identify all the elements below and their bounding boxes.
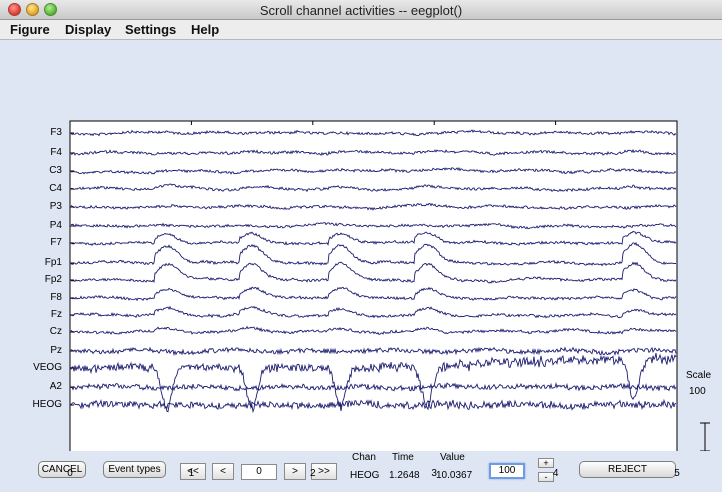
event-types-button[interactable]: Event types bbox=[103, 461, 166, 478]
nav-next-button[interactable]: > bbox=[284, 463, 306, 480]
nav-prev-button[interactable]: < bbox=[212, 463, 234, 480]
channel-label: Fp2 bbox=[44, 274, 62, 285]
eeg-trace bbox=[70, 381, 677, 392]
x-tick-label: 4 bbox=[552, 468, 559, 479]
time-header: Time bbox=[392, 452, 414, 463]
channel-label: Cz bbox=[49, 326, 62, 337]
eeg-trace bbox=[70, 305, 677, 319]
chan-header: Chan bbox=[352, 452, 376, 463]
menu-bar: Figure Display Settings Help bbox=[0, 20, 722, 40]
chan-value: HEOG bbox=[350, 470, 380, 481]
scale-decrease-button[interactable]: - bbox=[538, 472, 554, 482]
close-window-icon[interactable] bbox=[8, 3, 21, 16]
scale-increase-button[interactable]: + bbox=[538, 458, 554, 468]
x-tick-label: 1 bbox=[188, 468, 195, 479]
window-title: Scroll channel activities -- eegplot() bbox=[259, 3, 463, 18]
nav-last-button[interactable]: >> bbox=[311, 463, 337, 480]
eeg-trace bbox=[70, 230, 677, 247]
channel-label: C4 bbox=[49, 183, 62, 194]
channel-label: VEOG bbox=[33, 362, 62, 373]
eeg-plot-area: Scale 100 bbox=[0, 41, 722, 451]
eeg-trace bbox=[70, 325, 677, 336]
x-tick-label: 3 bbox=[431, 468, 437, 479]
eeg-trace bbox=[70, 241, 677, 267]
cancel-button[interactable]: CANCEL bbox=[38, 461, 86, 478]
scale-input[interactable]: 100 bbox=[489, 463, 525, 479]
channel-label: F7 bbox=[50, 237, 62, 248]
channel-label: F3 bbox=[50, 127, 62, 138]
channel-label: P3 bbox=[49, 201, 62, 212]
channel-label: A2 bbox=[49, 381, 62, 392]
channel-label: HEOG bbox=[32, 399, 62, 410]
menu-settings[interactable]: Settings bbox=[125, 22, 177, 37]
eeg-trace bbox=[70, 166, 677, 175]
eeg-trace bbox=[70, 398, 677, 411]
x-tick-label: 5 bbox=[674, 468, 680, 479]
eeg-trace bbox=[70, 222, 677, 230]
eeg-trace bbox=[70, 202, 677, 211]
title-bar: Scroll channel activities -- eegplot() bbox=[0, 0, 722, 20]
channel-label: Fp1 bbox=[44, 257, 62, 268]
time-value: 1.2648 bbox=[389, 470, 420, 481]
window-position-input[interactable]: 0 bbox=[241, 464, 277, 480]
channel-label: P4 bbox=[49, 220, 62, 231]
nav-first-button[interactable]: << bbox=[180, 463, 206, 480]
eeg-trace bbox=[70, 261, 677, 284]
eeg-trace bbox=[70, 286, 677, 302]
x-tick-label: 0 bbox=[67, 468, 73, 479]
value-header: Value bbox=[440, 452, 465, 463]
menu-figure[interactable]: Figure bbox=[10, 22, 50, 37]
channel-label: F8 bbox=[50, 292, 62, 303]
eeg-trace bbox=[70, 129, 677, 137]
menu-help[interactable]: Help bbox=[191, 22, 220, 37]
eeg-trace bbox=[70, 148, 677, 156]
reject-button[interactable]: REJECT bbox=[579, 461, 676, 478]
eeg-trace bbox=[70, 352, 677, 414]
eeg-trace bbox=[70, 183, 677, 193]
scale-value: 100 bbox=[689, 386, 706, 397]
channel-label: Fz bbox=[50, 309, 62, 320]
channel-label: Pz bbox=[50, 345, 62, 356]
value-value: 10.0367 bbox=[436, 470, 473, 481]
menu-display[interactable]: Display bbox=[65, 22, 112, 37]
channel-label: F4 bbox=[50, 147, 62, 158]
eeg-trace bbox=[70, 346, 677, 357]
eeg-traces-chart[interactable] bbox=[0, 41, 722, 451]
x-tick-label: 2 bbox=[310, 468, 316, 479]
channel-label: C3 bbox=[49, 165, 62, 176]
scale-label: Scale bbox=[686, 370, 712, 381]
minimize-window-icon[interactable] bbox=[26, 3, 39, 16]
zoom-window-icon[interactable] bbox=[44, 3, 57, 16]
